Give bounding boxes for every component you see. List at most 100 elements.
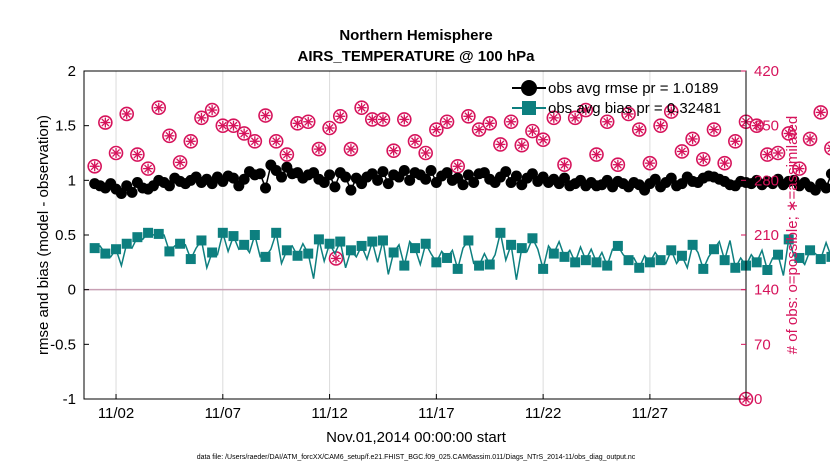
legend: obs avg rmse pr = 1.0189 obs avg bias pr… [512, 80, 721, 117]
bias-point [431, 257, 442, 268]
obs-marker-spoke [827, 144, 830, 148]
rmse-point [526, 168, 538, 180]
rmse-point [372, 174, 384, 186]
bias-point [410, 243, 420, 254]
obs-count-point [194, 110, 209, 126]
obs-count-point [749, 118, 764, 133]
obs-marker-spoke [827, 148, 830, 153]
right-y-tick-label: 420 [754, 63, 779, 80]
bias-point [655, 255, 666, 266]
obs-marker-spoke [763, 150, 772, 159]
obs-marker-spoke [677, 147, 686, 156]
rmse-point [345, 184, 357, 196]
obs-marker-spoke [635, 125, 644, 134]
obs-marker-spoke [816, 108, 825, 117]
bias-point [121, 238, 132, 249]
obs-count-point [546, 110, 562, 126]
rmse-point [329, 181, 341, 193]
rmse-point [457, 179, 469, 191]
obs-marker-spoke [154, 103, 163, 112]
obs-marker-spoke [539, 135, 548, 144]
bias-point [356, 240, 367, 251]
chart-title: Northern Hemisphere [339, 27, 492, 44]
obs-count-point [407, 133, 423, 149]
obs-count-point [685, 131, 700, 147]
rmse-point [260, 182, 272, 194]
bias-point [303, 248, 314, 259]
bias-point [260, 251, 271, 262]
obs-count-point [514, 137, 530, 153]
rmse-point [420, 173, 432, 185]
obs-count-point [770, 145, 786, 161]
x-tick-label: 11/22 [525, 405, 561, 422]
y-tick-label: 1.5 [55, 118, 76, 135]
bias-point [623, 255, 634, 266]
bias-point [687, 239, 698, 250]
obs-marker-spoke [592, 150, 601, 159]
obs-count-point [162, 128, 177, 144]
rmse-point [558, 172, 570, 184]
y-tick-label: 2 [68, 63, 76, 80]
obs-count-series [87, 100, 830, 407]
obs-marker-spoke [774, 149, 783, 157]
legend-bias-marker [522, 101, 536, 115]
obs-marker-spoke [346, 145, 355, 154]
bias-point [196, 235, 207, 246]
obs-marker-spoke [240, 129, 249, 138]
obs-count-point [653, 118, 668, 133]
bias-point [239, 239, 250, 250]
bias-point [719, 255, 730, 266]
obs-marker-spoke [325, 124, 334, 133]
bias-series [89, 227, 830, 280]
x-tick-label: 11/02 [98, 405, 134, 422]
bias-point [324, 238, 335, 249]
rmse-point [382, 178, 394, 190]
rmse-point [398, 164, 410, 176]
obs-count-point [728, 133, 743, 149]
right-y-tick-label: 0 [754, 391, 762, 408]
obs-marker-spoke [432, 125, 441, 134]
bias-point [377, 235, 388, 246]
bias-point [217, 227, 228, 238]
obs-marker-spoke [752, 121, 761, 130]
bias-point [89, 243, 100, 254]
bias-point [805, 245, 816, 256]
rmse-point [665, 172, 677, 184]
bias-point [111, 244, 122, 255]
obs-count-point [247, 133, 263, 149]
obs-marker-spoke [645, 159, 654, 168]
y-axis-label: rmse and bias (model - observation) [35, 115, 52, 355]
obs-count-point [695, 151, 711, 167]
obs-count-point [663, 104, 679, 119]
bias-point [399, 260, 410, 271]
obs-count-point [813, 105, 829, 120]
legend-bias-label: obs avg bias pr = 0.32481 [548, 100, 721, 117]
obs-marker-spoke [218, 121, 227, 130]
bias-point [292, 250, 303, 261]
bias-point [506, 239, 517, 250]
obs-marker-spoke [496, 140, 505, 149]
bias-point [548, 248, 559, 259]
bias-point [271, 227, 282, 238]
bias-point [708, 244, 719, 255]
obs-count-point [268, 133, 284, 149]
bias-point [815, 254, 826, 265]
bias-point [463, 235, 474, 246]
obs-marker-spoke [656, 121, 665, 130]
obs-marker-spoke [421, 149, 430, 157]
obs-count-point [610, 157, 626, 173]
obs-count-point [279, 147, 295, 162]
obs-count-point [589, 147, 604, 162]
obs-count-point [418, 145, 433, 161]
rmse-point [163, 180, 175, 192]
right-y-tick-label: 280 [754, 172, 779, 189]
bias-point [751, 257, 762, 268]
obs-count-point [471, 122, 487, 137]
obs-count-point [631, 122, 647, 137]
obs-marker-spoke [667, 107, 676, 116]
obs-marker-spoke [186, 137, 195, 146]
obs-marker-spoke [122, 109, 131, 118]
legend-rmse-marker [521, 80, 537, 96]
bias-point [591, 257, 602, 268]
rmse-point [115, 187, 127, 199]
